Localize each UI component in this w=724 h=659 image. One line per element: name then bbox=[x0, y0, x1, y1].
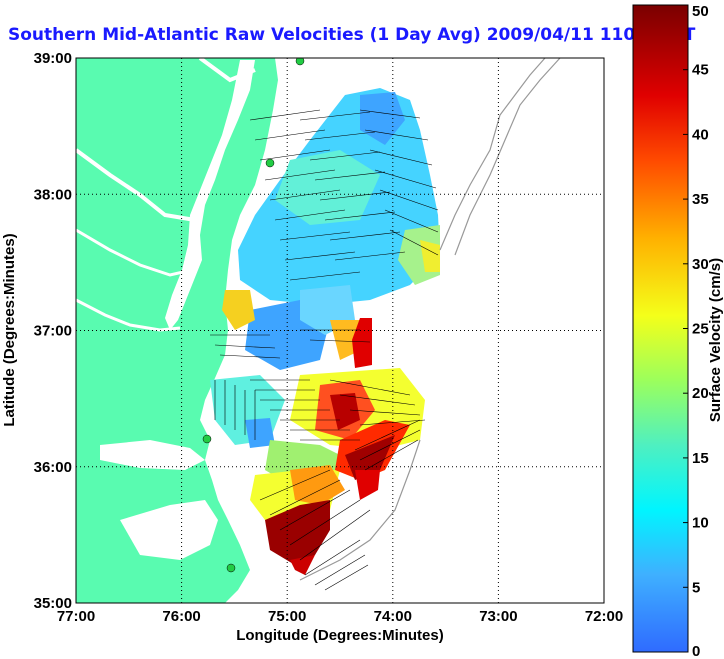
river-james bbox=[76, 298, 181, 332]
y-axis-ticks: 39:00 38:00 37:00 36:00 35:00 bbox=[34, 50, 72, 612]
colorbar-tick-label: 20 bbox=[692, 385, 709, 402]
station-marker bbox=[226, 563, 236, 573]
station-marker bbox=[265, 158, 275, 168]
colorbar-tick-label: 0 bbox=[692, 643, 700, 659]
colorbar-tick-label: 45 bbox=[692, 62, 709, 79]
colorbar-tick-label: 30 bbox=[692, 256, 709, 273]
colorbar-tick-label: 50 bbox=[692, 3, 709, 20]
colorbar-tick-label: 5 bbox=[692, 579, 700, 596]
x-axis-label: Longitude (Degrees:Minutes) bbox=[236, 627, 444, 644]
y-tick-label: 35:00 bbox=[34, 595, 72, 612]
colorbar bbox=[632, 4, 689, 653]
x-tick-label: 73:00 bbox=[479, 608, 517, 625]
bathymetry-contour bbox=[439, 58, 546, 251]
river-potomac bbox=[76, 148, 196, 222]
chesapeake-bay bbox=[165, 60, 255, 330]
colorbar-ticks: 0 5 10 15 20 25 30 35 40 45 50 bbox=[683, 3, 709, 659]
y-tick-label: 37:00 bbox=[34, 323, 72, 340]
x-tick-label: 72:00 bbox=[585, 608, 623, 625]
y-axis-label: Latitude (Degrees:Minutes) bbox=[1, 233, 18, 426]
y-tick-label: 36:00 bbox=[34, 459, 72, 476]
chart-title: Southern Mid-Atlantic Raw Velocities (1 … bbox=[8, 25, 696, 45]
river-delaware bbox=[198, 58, 256, 83]
sound-albemarle bbox=[100, 440, 205, 470]
colorbar-tick-label: 25 bbox=[692, 321, 709, 338]
river-rappahannock bbox=[76, 228, 193, 277]
station-marker bbox=[202, 434, 212, 444]
x-tick-label: 74:00 bbox=[374, 608, 412, 625]
station-marker bbox=[295, 58, 305, 66]
velocity-vectors bbox=[210, 109, 439, 591]
x-axis-ticks: 77:00 76:00 75:00 74:00 73:00 72:00 bbox=[57, 608, 623, 625]
bathymetry-contour-2 bbox=[454, 58, 561, 256]
colorbar-tick-label: 15 bbox=[692, 450, 709, 467]
x-tick-label: 77:00 bbox=[57, 608, 95, 625]
x-tick-label: 76:00 bbox=[162, 608, 200, 625]
y-tick-label: 38:00 bbox=[34, 186, 72, 203]
colorbar-label: Surface Velocity (cm/s) bbox=[707, 258, 724, 422]
colorbar-tick-label: 35 bbox=[692, 191, 709, 208]
bathymetry-contour-3 bbox=[299, 439, 421, 581]
x-tick-label: 75:00 bbox=[268, 608, 306, 625]
sound-pamlico bbox=[120, 500, 218, 560]
grid bbox=[76, 58, 604, 603]
colorbar-tick-label: 10 bbox=[692, 515, 709, 532]
y-tick-label: 39:00 bbox=[34, 50, 72, 67]
colorbar-tick-label: 40 bbox=[692, 126, 709, 143]
